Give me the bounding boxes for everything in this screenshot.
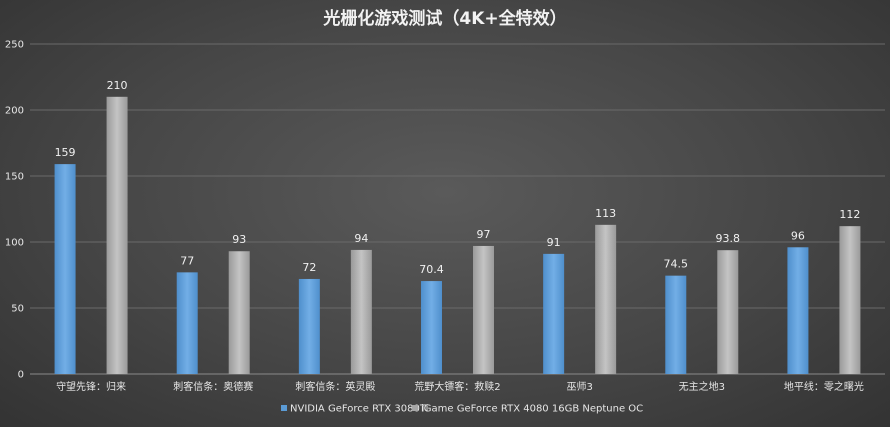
- data-label: 70.4: [419, 263, 444, 276]
- y-axis-ticks: 0 50 100 150 200 250: [5, 40, 24, 381]
- y-tick-label: 200: [5, 106, 24, 117]
- bar-series-1-7: [787, 247, 809, 374]
- category-label: 地平线：零之曙光: [784, 380, 864, 393]
- data-label: 159: [55, 146, 76, 159]
- data-label: 93: [232, 233, 246, 246]
- y-tick-label: 50: [11, 304, 24, 315]
- bar-series-2-3: [350, 249, 372, 374]
- category-label: 刺客信条：奥德赛: [173, 380, 253, 393]
- y-tick-label: 100: [5, 238, 24, 249]
- chart-title: 光栅化游戏测试（4K+全特效）: [322, 8, 566, 29]
- data-label: 97: [477, 228, 491, 241]
- category-label: 守望先锋：归来: [56, 380, 126, 393]
- bars: [54, 96, 861, 375]
- category-label: 巫师3: [566, 380, 592, 393]
- legend-swatch: [412, 405, 418, 411]
- bar-series-2-4: [473, 245, 494, 374]
- data-label: 72: [302, 261, 316, 274]
- bar-series-1-3: [298, 278, 320, 374]
- category-label: 刺客信条：英灵殿: [295, 380, 375, 393]
- data-label: 210: [107, 79, 128, 92]
- legend-label: NVIDIA GeForce RTX 3080Ti: [290, 404, 428, 415]
- category-label: 荒野大镖客：救赎2: [414, 380, 500, 393]
- data-label: 91: [547, 236, 561, 249]
- bar-series-1-2: [176, 272, 198, 374]
- bar-series-1-6: [665, 275, 687, 374]
- data-label: 96: [791, 229, 805, 242]
- data-label: 112: [839, 208, 860, 221]
- bar-series-2-7: [839, 226, 861, 374]
- grid-lines: [30, 43, 885, 375]
- y-tick-label: 250: [5, 40, 24, 51]
- bar-series-2-5: [595, 224, 617, 374]
- data-label: 113: [595, 207, 616, 220]
- category-labels: 守望先锋：归来 刺客信条：奥德赛 刺客信条：英灵殿 荒野大镖客：救赎2 巫师3 无主之地3…: [56, 380, 864, 393]
- y-tick-label: 150: [5, 172, 24, 183]
- bar-series-1-5: [543, 253, 565, 374]
- data-labels: 159 77 72 70.4 91 74.5 96 210 93 94 97 113 93.8 112: [55, 79, 861, 276]
- bar-series-2-1: [106, 96, 128, 375]
- bar-series-2-2: [228, 251, 250, 374]
- y-tick-label: 0: [18, 370, 24, 381]
- category-label: 无主之地3: [679, 380, 725, 393]
- data-label: 74.5: [664, 258, 689, 271]
- data-label: 93.8: [716, 232, 741, 245]
- bar-series-1-4: [421, 281, 442, 374]
- data-label: 94: [354, 232, 368, 245]
- bar-series-2-6: [717, 250, 739, 374]
- legend-label: iGame GeForce RTX 4080 16GB Neptune OC: [421, 404, 643, 415]
- data-label: 77: [180, 254, 194, 267]
- bar-series-1-1: [54, 164, 76, 374]
- legend-swatch: [281, 405, 287, 411]
